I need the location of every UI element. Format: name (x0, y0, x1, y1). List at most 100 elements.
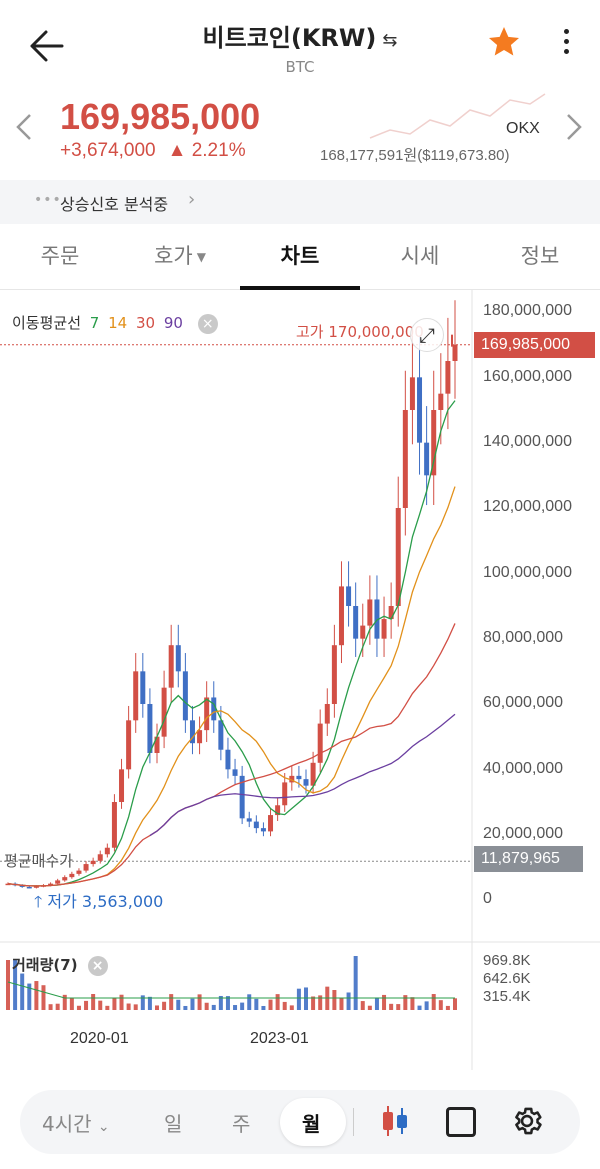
candle-body (296, 775, 302, 780)
volume-bar (261, 1005, 266, 1010)
volume-bar (105, 1005, 110, 1010)
volume-bar (453, 998, 457, 1010)
interval-week[interactable]: 주 (232, 1112, 251, 1136)
tab-order[interactable]: 주문 (0, 240, 120, 270)
volume-bar (119, 994, 124, 1010)
volume-bar (218, 995, 223, 1010)
candle-body (133, 671, 139, 721)
candle-body (346, 586, 352, 606)
change-percent: ▲ 2.21% (167, 140, 246, 161)
candle-body (69, 873, 75, 878)
volume-bar (62, 994, 67, 1010)
volume-bar (55, 1003, 60, 1010)
candle-body (431, 410, 437, 476)
chevron-left-icon[interactable] (14, 112, 34, 150)
dots-icon: ••• (34, 192, 62, 208)
candle-body (438, 393, 444, 410)
chevron-right-icon[interactable] (564, 112, 584, 150)
candle-body (353, 606, 359, 639)
candle-body (55, 880, 61, 884)
swap-icon[interactable]: ⇆ (382, 30, 398, 51)
signal-banner[interactable]: ••• 상승신호 분석중 › (0, 180, 600, 224)
candle-body (367, 599, 373, 626)
ma-14: 14 (108, 314, 128, 332)
layout-icon[interactable] (446, 1107, 476, 1137)
volume-bar (304, 987, 308, 1010)
volume-bar (69, 997, 74, 1010)
volume-bar (403, 995, 408, 1010)
volume-bar (34, 981, 39, 1010)
tab-chart[interactable]: 차트 (240, 240, 360, 270)
candle-body (417, 377, 423, 443)
volume-label: 거래량(7) (12, 956, 78, 974)
interval-month-bg (280, 1098, 346, 1146)
tab-info[interactable]: 정보 (480, 240, 600, 270)
chart-canvas[interactable] (0, 290, 600, 1070)
candle-body (338, 586, 344, 646)
volume-bar (240, 1002, 245, 1010)
candle-body (260, 828, 266, 832)
candle-body (204, 697, 210, 731)
candle-body (189, 720, 195, 744)
change-amount: +3,674,000 (60, 140, 156, 161)
volume-bar (6, 960, 10, 1010)
volume-bar (197, 994, 202, 1010)
candlestick-icon[interactable] (380, 1104, 410, 1138)
volume-bar (13, 960, 18, 1010)
interval-month[interactable]: 월 (302, 1112, 321, 1136)
volume-bar (204, 1002, 209, 1010)
volume-bar (98, 1000, 103, 1010)
volume-bar (382, 994, 387, 1010)
candle-body (388, 606, 394, 620)
close-icon[interactable]: × (197, 313, 218, 334)
candle-body (175, 645, 181, 672)
interval-select[interactable]: 4시간 ⌄ (42, 1108, 110, 1137)
volume-bar (318, 995, 323, 1010)
volume-bar (254, 998, 259, 1010)
divider (353, 1108, 354, 1136)
ma-label: 이동평균선 (12, 314, 82, 332)
tab-indicator (240, 286, 360, 290)
volume-bar (176, 999, 181, 1010)
ma14-line (7, 486, 456, 887)
y-tick: 80,000,000 (483, 629, 564, 646)
page-title[interactable]: 비트코인(KRW) ⇆ (0, 18, 600, 53)
candle-body (147, 704, 153, 753)
tab-orderbook[interactable]: 호가 ▼ (120, 240, 240, 270)
volume-bar (438, 1000, 443, 1010)
chart-toolbar: 4시간 ⌄ 일 주 월 (20, 1090, 580, 1154)
volume-bar (183, 1005, 188, 1010)
gear-icon[interactable] (510, 1104, 544, 1146)
arrow-up-icon: 🡑 (34, 892, 48, 911)
interval-day[interactable]: 일 (164, 1112, 183, 1136)
volume-bar (424, 1001, 429, 1010)
candle-body (111, 802, 117, 848)
more-vertical-icon[interactable] (556, 24, 576, 64)
volume-bar (431, 994, 436, 1010)
price-chart[interactable]: 이동평균선 7 14 30 90 × 180,000,000 160,000,0… (0, 290, 600, 1070)
tab-market[interactable]: 시세 (360, 240, 480, 270)
volume-bar (91, 994, 96, 1010)
current-price: 169,985,000 (60, 96, 261, 137)
ma30-line (7, 623, 456, 887)
volume-bar (27, 983, 32, 1010)
current-price-box: 169,985,000 (474, 332, 595, 358)
candle-body (409, 377, 415, 410)
price-section: 169,985,000 +3,674,000 ▲ 2.21% OKX 168,17… (0, 90, 600, 180)
candle-body (218, 720, 224, 750)
close-icon[interactable]: × (87, 955, 108, 976)
candle-body (282, 782, 288, 806)
volume-bar (311, 996, 316, 1010)
expand-icon[interactable]: ⤢ (410, 318, 444, 352)
arrow-left-icon[interactable] (26, 28, 66, 64)
y-tick: 40,000,000 (483, 760, 564, 777)
price-change: +3,674,000 ▲ 2.21% (60, 140, 246, 162)
volume-bar (374, 997, 379, 1010)
volume-bar (247, 994, 252, 1010)
y-tick: 60,000,000 (483, 694, 564, 711)
tab-label: 주문 (40, 244, 80, 268)
star-icon[interactable] (486, 24, 522, 69)
vol-tick: 315.4K (483, 988, 531, 1005)
candle-body (33, 886, 39, 888)
x-tick: 2020-01 (70, 1030, 129, 1047)
